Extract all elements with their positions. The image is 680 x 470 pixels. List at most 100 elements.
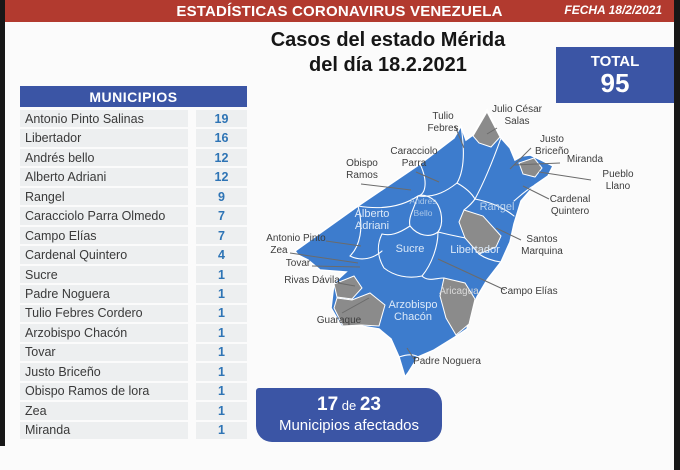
leader-line-campo-elias [437, 258, 506, 291]
map-label-antonio-pinto: Antonio Pinto [266, 233, 326, 244]
region-pueblo-llano [518, 157, 543, 178]
municipality-cases: 7 [196, 226, 247, 245]
affected-count-line: 17 de 23 [256, 394, 442, 416]
municipality-cases: 1 [196, 304, 247, 323]
map-label-andres-bello: Andrés Bello [410, 196, 437, 218]
leader-line-padre-noguera [406, 347, 415, 360]
total-label: TOTAL [590, 53, 640, 70]
table-row: Andrés bello 12 [20, 148, 247, 167]
municipality-cases: 1 [196, 421, 247, 440]
municipality-cases: 9 [196, 187, 247, 206]
map-label-campo-elias: Campo Elías [500, 286, 557, 297]
municipios-rows: Antonio Pinto Salinas 19 Libertador 16 André… [20, 110, 247, 441]
leader-line-julio-cesar-salas [486, 127, 498, 135]
page-title: Casos del estado Mérida del día 18.2.202… [248, 28, 528, 78]
table-row: Zea 1 [20, 402, 247, 420]
region-santos-marquina [458, 209, 502, 255]
municipality-cases: 1 [196, 324, 247, 342]
leader-line-caracciolo-parra [415, 171, 440, 183]
table-row: Tovar 1 [20, 343, 247, 362]
table-row: Justo Briceño 1 [20, 363, 247, 381]
table-row: Padre Noguera 1 [20, 285, 247, 303]
page-title-line1: Casos del estado Mérida [270, 29, 506, 51]
leader-line-tulio-febres [454, 125, 465, 149]
leader-line-tovar [311, 265, 361, 268]
leader-line-guaraque [341, 297, 370, 314]
municipality-cases: 12 [196, 148, 247, 167]
region-julio-cesar-salas [472, 110, 501, 148]
municipality-cases: 1 [196, 265, 247, 284]
table-row: Miranda 1 [20, 421, 247, 440]
map-label-obispo-ramos: Obispo Ramos [346, 158, 378, 181]
municipality-cases: 1 [196, 382, 247, 401]
leader-line-pueblo-llano [538, 171, 592, 181]
affected-caption: Municipios afectados [278, 417, 420, 434]
municipality-name: Sucre [20, 265, 188, 284]
banner-date: FECHA 18/2/2021 [564, 3, 662, 17]
municipality-name: Andrés bello [20, 148, 188, 167]
leader-line-rivas-davila [337, 282, 356, 287]
municipality-cases: 19 [196, 110, 247, 128]
region-aricagua [439, 277, 476, 336]
table-row: Tulio Febres Cordero 1 [20, 304, 247, 323]
municipality-name: Miranda [20, 421, 188, 440]
municipality-cases: 1 [196, 343, 247, 362]
unaffected-gray-regions [333, 110, 543, 336]
leader-line-obispo-ramos [360, 183, 412, 191]
municipality-name: Tulio Febres Cordero [20, 304, 188, 323]
municipality-cases: 1 [196, 363, 247, 381]
map-label-aricagua: Aricagua [439, 286, 479, 297]
map-label-cardenal-quintero: Cardenal Quintero [550, 194, 591, 217]
municipality-name: Zea [20, 402, 188, 420]
map-label-libertador: Libertador [450, 244, 500, 256]
table-row: Obispo Ramos de lora 1 [20, 382, 247, 401]
map-label-tulio-febres: Tulio Febres [427, 111, 458, 134]
label-leader-lines [289, 125, 592, 360]
municipality-cases: 1 [196, 285, 247, 303]
map-label-justo-briceno: Justo Briceño [535, 134, 569, 157]
map-svg: Alberto Adriani Andrés Bello Sucre Libertador… [266, 104, 634, 379]
map-label-zea: Zea [270, 245, 288, 256]
municipality-name: Libertador [20, 129, 188, 147]
banner-title: ESTADÍSTICAS CORONAVIRUS VENEZUELA [176, 2, 503, 20]
total-value: 95 [600, 68, 630, 98]
table-row: Caracciolo Parra Olmedo 7 [20, 207, 247, 225]
map-inner-labels: Alberto Adriani Andrés Bello Sucre Libertador… [355, 196, 515, 323]
table-row: Alberto Adriani 12 [20, 168, 247, 186]
municipality-name: Padre Noguera [20, 285, 188, 303]
map-label-sucre: Sucre [396, 243, 425, 255]
region-guaraque [333, 292, 386, 327]
affected-summary-box: 17 de 23 Municipios afectados [256, 388, 442, 442]
map-label-guaraque: Guaraque [317, 315, 362, 326]
municipality-name: Caracciolo Parra Olmedo [20, 207, 188, 225]
map-label-caracciolo-parra: Caracciolo Parra [390, 146, 438, 169]
municipality-name: Justo Briceño [20, 363, 188, 381]
leader-line-santos-marquina [495, 227, 522, 241]
municipality-name: Arzobispo Chacón [20, 324, 188, 342]
table-row: Antonio Pinto Salinas 19 [20, 110, 247, 128]
municipality-cases: 12 [196, 168, 247, 186]
map-label-arzobispo-chacon: Arzobispo Chacón [389, 299, 438, 323]
total-cases-box: TOTAL 95 [556, 47, 674, 103]
map-label-alberto-adriani: Alberto Adriani [355, 208, 390, 232]
merida-state-map: Alberto Adriani Andrés Bello Sucre Libertador… [258, 86, 680, 390]
map-label-tovar: Tovar [286, 258, 311, 269]
table-row: Arzobispo Chacón 1 [20, 324, 247, 342]
map-label-rivas-davila: Rivas Dávila [284, 275, 340, 286]
affected-connector: de [341, 398, 357, 413]
municipality-cases: 7 [196, 207, 247, 225]
municipality-name: Obispo Ramos de lora [20, 382, 188, 401]
leader-line-antonio-pinto [325, 240, 362, 247]
map-label-santos-marquina: Santos Marquina [521, 234, 563, 257]
affected-count: 17 [317, 394, 339, 415]
municipality-name: Rangel [20, 187, 188, 206]
map-label-rangel: Rangel [480, 201, 515, 213]
municipality-name: Campo Elías [20, 226, 188, 245]
municipality-name: Cardenal Quintero [20, 246, 188, 264]
leader-line-justo-briceno [509, 147, 532, 170]
left-frame-border [0, 0, 5, 446]
leader-line-zea [289, 252, 359, 264]
region-rivas-davila [333, 275, 363, 300]
municipality-name: Tovar [20, 343, 188, 362]
